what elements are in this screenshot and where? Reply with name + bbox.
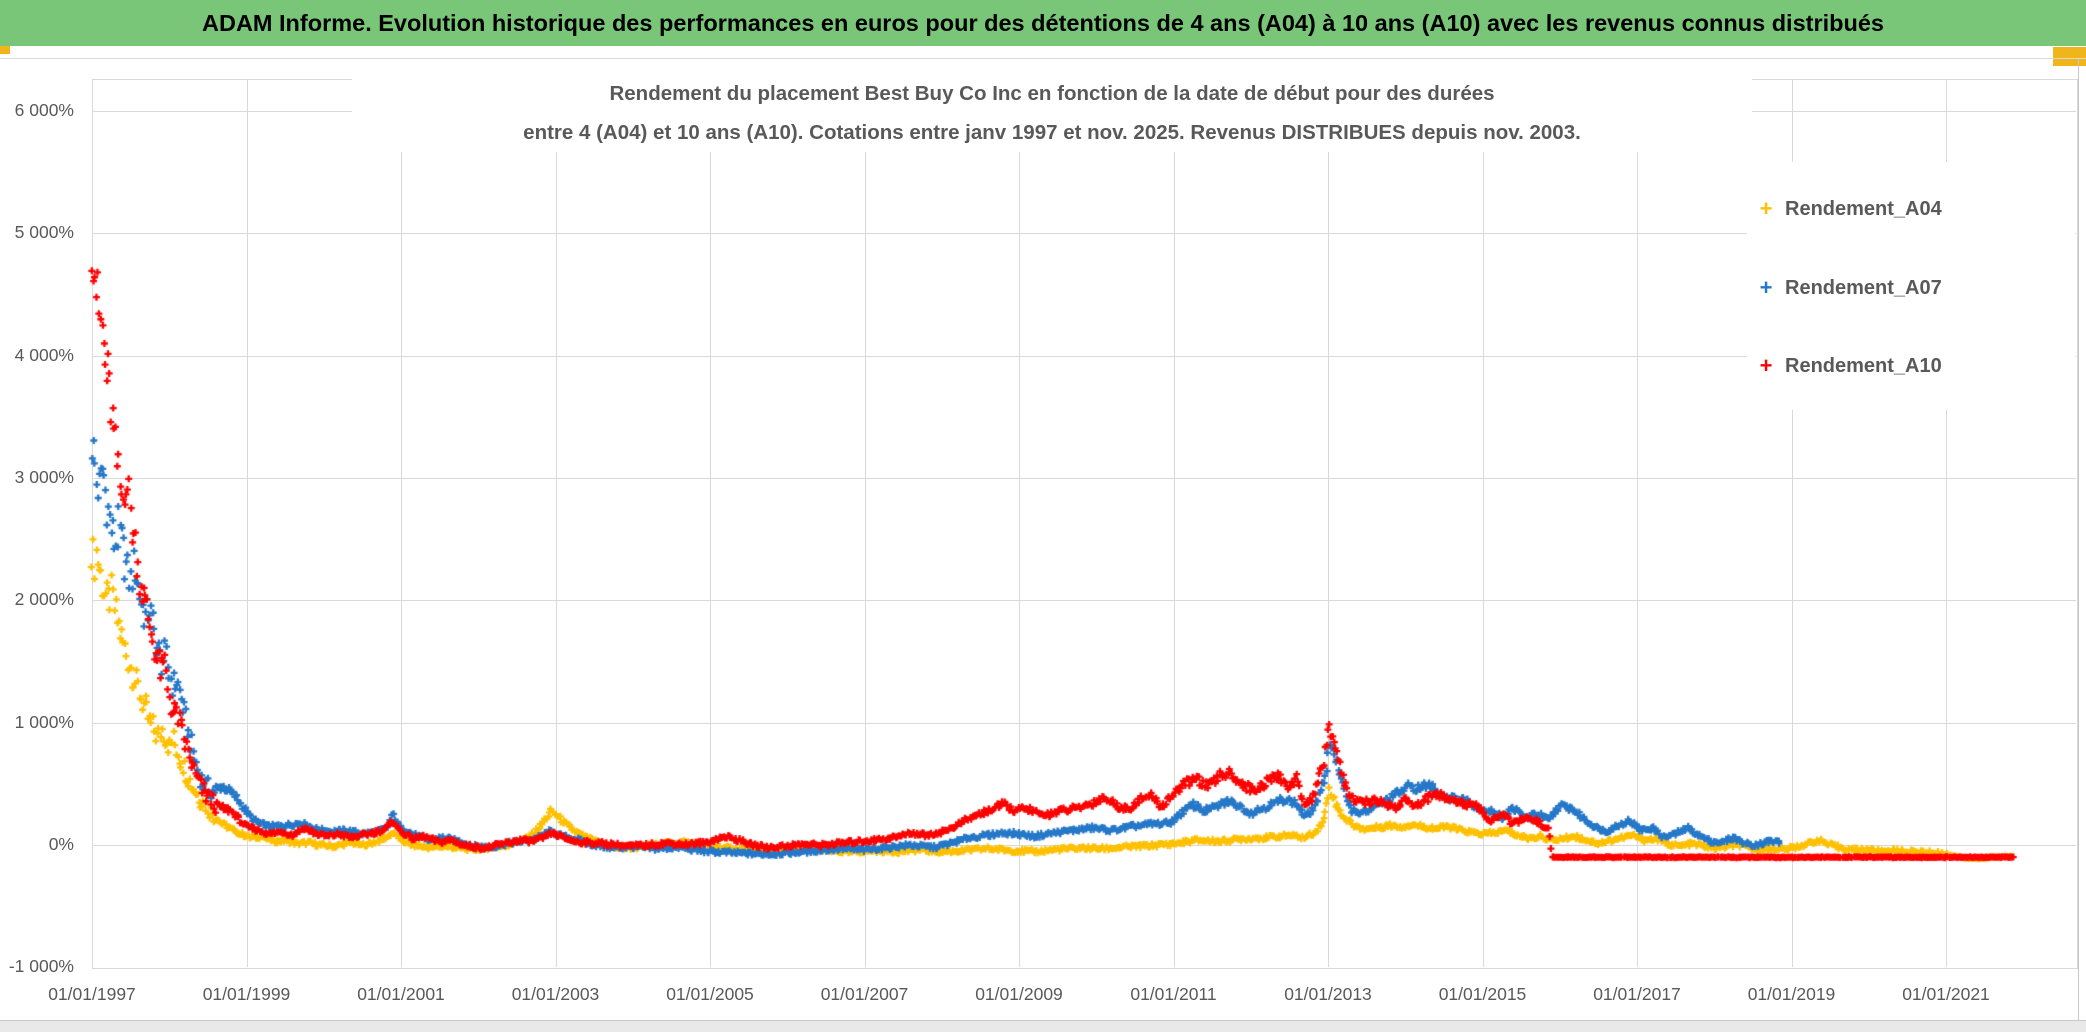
legend-item-rendement_a07[interactable]: + Rendement_A07 xyxy=(1753,275,1942,301)
legend-marker-icon: + xyxy=(1759,275,1773,300)
chart-title-line1: Rendement du placement Best Buy Co Inc e… xyxy=(609,82,1495,105)
legend-label: Rendement_A04 xyxy=(1785,197,1942,220)
chart-title: Rendement du placement Best Buy Co Inc e… xyxy=(352,74,1752,152)
chart-title-line2: entre 4 (A04) et 10 ans (A10). Cotations… xyxy=(523,121,1581,144)
legend-label: Rendement_A10 xyxy=(1785,354,1942,377)
legend-item-rendement_a04[interactable]: + Rendement_A04 xyxy=(1753,196,1942,222)
legend-marker-icon: + xyxy=(1759,353,1773,378)
legend xyxy=(1747,162,2075,410)
legend-marker-icon: + xyxy=(1759,196,1773,221)
legend-label: Rendement_A07 xyxy=(1785,276,1942,299)
legend-item-rendement_a10[interactable]: + Rendement_A10 xyxy=(1753,353,1942,379)
